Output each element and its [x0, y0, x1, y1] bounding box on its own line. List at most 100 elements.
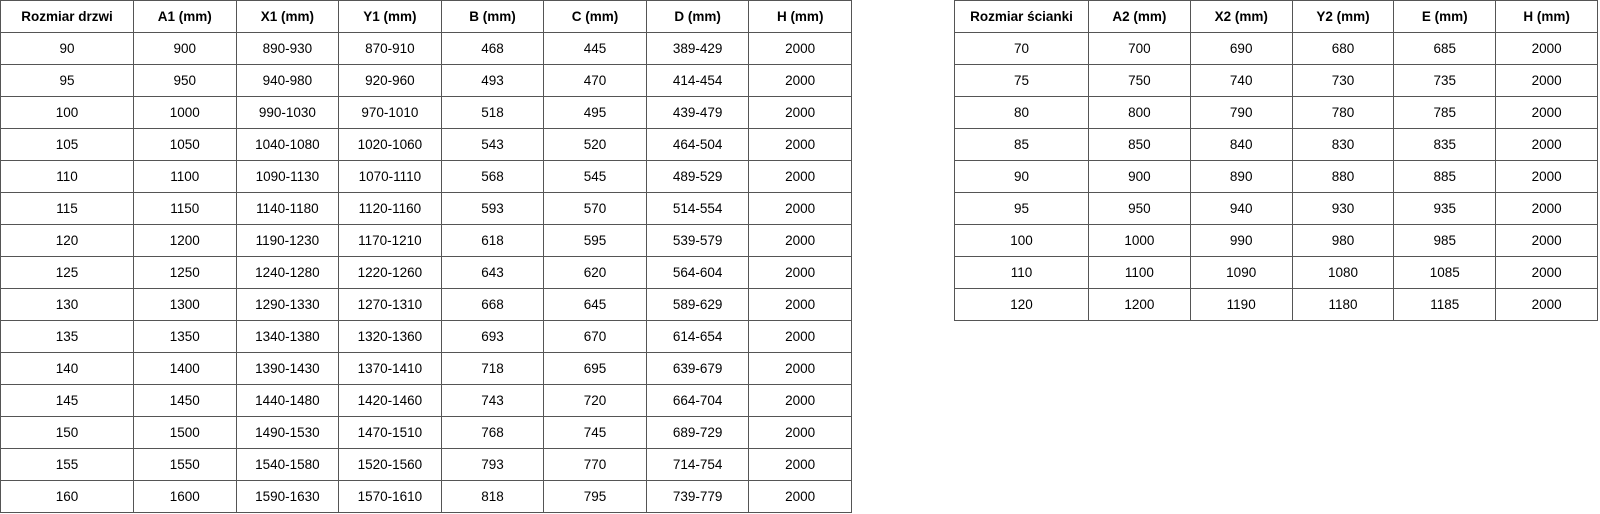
table-cell: 645: [543, 288, 647, 321]
table-row: 100 1000 990-1030 970-1010 518 495 439-479 2000: [0, 96, 852, 129]
table-cell: 2000: [748, 64, 852, 97]
table-cell: 793: [440, 448, 545, 481]
table-cell: 2000: [748, 224, 852, 257]
table-cell: 120: [0, 224, 134, 257]
table-cell: 664-704: [645, 384, 750, 417]
column-header: A1 (mm): [133, 0, 237, 33]
table-cell: 2000: [748, 416, 852, 449]
table-row: 115 1150 1140-1180 1120-1160 593 570 514-554 20…: [0, 192, 852, 225]
header-row: Rozmiar ścianki A2 (mm) X2 (mm) Y2 (mm) E (m…: [954, 0, 1598, 33]
table-cell: 2000: [748, 320, 852, 353]
table-cell: 735: [1393, 64, 1497, 97]
table-cell: 614-654: [645, 320, 750, 353]
table-cell: 1490-1530: [235, 416, 340, 449]
table-cell: 1185: [1393, 288, 1497, 321]
table-cell: 835: [1393, 128, 1497, 161]
table-cell: 2000: [748, 288, 852, 321]
table-cell: 2000: [1495, 64, 1598, 97]
table-cell: 680: [1291, 32, 1395, 65]
table-cell: 940-980: [235, 64, 340, 97]
table-cell: 1090-1130: [235, 160, 340, 193]
table-cell: 1520-1560: [338, 448, 442, 481]
column-header: H (mm): [748, 0, 852, 33]
table-row: 100 1000 990 980 985 2000: [954, 224, 1598, 257]
table-cell: 739-779: [645, 480, 750, 513]
table-cell: 100: [954, 224, 1089, 257]
table-cell: 690: [1189, 32, 1293, 65]
table-cell: 1200: [133, 224, 237, 257]
table-cell: 595: [543, 224, 647, 257]
table-cell: 150: [0, 416, 134, 449]
table-cell: 518: [440, 96, 545, 129]
table-cell: 105: [0, 128, 134, 161]
table-cell: 1020-1060: [338, 128, 442, 161]
table-cell: 745: [543, 416, 647, 449]
table-row: 130 1300 1290-1330 1270-1310 668 645 589-629 20…: [0, 288, 852, 321]
table-cell: 1440-1480: [235, 384, 340, 417]
table-cell: 85: [954, 128, 1089, 161]
table-cell: 445: [543, 32, 647, 65]
table-cell: 900: [133, 32, 237, 65]
table-cell: 720: [543, 384, 647, 417]
table-cell: 1320-1360: [338, 320, 442, 353]
table-cell: 2000: [748, 192, 852, 225]
table-cell: 110: [0, 160, 134, 193]
table-row: 105 1050 1040-1080 1020-1060 543 520 464-504 20…: [0, 128, 852, 161]
table-cell: 1550: [133, 448, 237, 481]
column-header: Y2 (mm): [1291, 0, 1395, 33]
table-cell: 740: [1189, 64, 1293, 97]
table-cell: 730: [1291, 64, 1395, 97]
table-cell: 100: [0, 96, 134, 129]
table-cell: 1220-1260: [338, 256, 442, 289]
table-cell: 750: [1088, 64, 1191, 97]
table-cell: 2000: [748, 160, 852, 193]
table-cell: 940: [1189, 192, 1293, 225]
table-cell: 493: [440, 64, 545, 97]
table-row: 160 1600 1590-1630 1570-1610 818 795 739-779 20…: [0, 480, 852, 513]
table-cell: 545: [543, 160, 647, 193]
table-cell: 1170-1210: [338, 224, 442, 257]
table-row: 70 700 690 680 685 2000: [954, 32, 1598, 65]
table-cell: 1340-1380: [235, 320, 340, 353]
table-cell: 464-504: [645, 128, 750, 161]
table-row: 95 950 940 930 935 2000: [954, 192, 1598, 225]
table-cell: 520: [543, 128, 647, 161]
table-cell: 670: [543, 320, 647, 353]
table-cell: 135: [0, 320, 134, 353]
table-cell: 570: [543, 192, 647, 225]
table-cell: 155: [0, 448, 134, 481]
table-cell: 1190-1230: [235, 224, 340, 257]
table-cell: 2000: [748, 384, 852, 417]
table-row: 150 1500 1490-1530 1470-1510 768 745 689-729 20…: [0, 416, 852, 449]
table-cell: 880: [1291, 160, 1395, 193]
table-cell: 75: [954, 64, 1089, 97]
table-cell: 1050: [133, 128, 237, 161]
column-header: E (mm): [1393, 0, 1497, 33]
column-header: Rozmiar ścianki: [954, 0, 1089, 33]
table-cell: 389-429: [645, 32, 750, 65]
table-cell: 990: [1189, 224, 1293, 257]
table-cell: 718: [440, 352, 545, 385]
table-row: 85 850 840 830 835 2000: [954, 128, 1598, 161]
table-cell: 1240-1280: [235, 256, 340, 289]
table-cell: 1085: [1393, 256, 1497, 289]
table-cell: 1090: [1189, 256, 1293, 289]
table-cell: 439-479: [645, 96, 750, 129]
table-row: 110 1100 1090-1130 1070-1110 568 545 489-529 20…: [0, 160, 852, 193]
table-cell: 920-960: [338, 64, 442, 97]
table-cell: 1300: [133, 288, 237, 321]
table-cell: 885: [1393, 160, 1497, 193]
table-cell: 743: [440, 384, 545, 417]
table-row: 110 1100 1090 1080 1085 2000: [954, 256, 1598, 289]
table-cell: 1350: [133, 320, 237, 353]
table-cell: 890: [1189, 160, 1293, 193]
table-cell: 668: [440, 288, 545, 321]
column-header: C (mm): [543, 0, 647, 33]
table-cell: 1140-1180: [235, 192, 340, 225]
table-cell: 1150: [133, 192, 237, 225]
table-cell: 1070-1110: [338, 160, 442, 193]
table-cell: 470: [543, 64, 647, 97]
table-cell: 1000: [1088, 224, 1191, 257]
table-cell: 950: [1088, 192, 1191, 225]
table-cell: 414-454: [645, 64, 750, 97]
